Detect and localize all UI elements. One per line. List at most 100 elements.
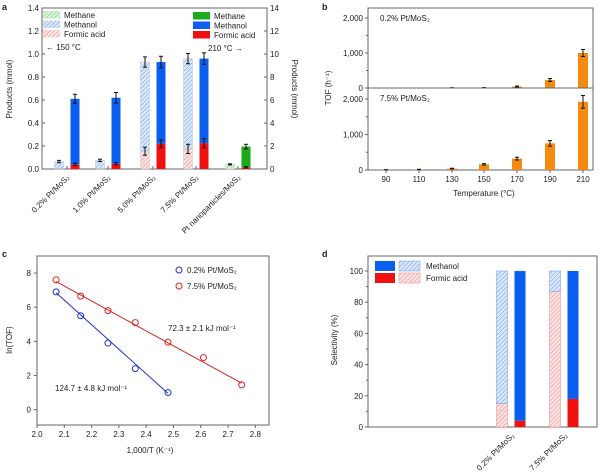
c-xtick-label: 2.0 [31,430,43,439]
d-bar-solid-formic [567,398,579,427]
a-ytick-label-left: 0.0 [28,165,40,174]
c-data-point [199,354,207,362]
panel-label-c: c [2,249,7,259]
d-bar-solid-formic [514,420,526,427]
c-xtick-label: 2.6 [195,430,207,439]
d-ytick-label: 20 [354,392,363,401]
a-bar-hi-formic_acid [199,143,209,169]
c-data-point [164,338,172,346]
c-ytick-label: 4 [27,337,32,346]
a-legend-swatch-solid [193,12,210,20]
d-legend-label: Methanol [426,262,459,271]
a-legend-swatch-hatched [43,30,60,38]
b-xtick-label: 190 [543,175,557,184]
a-ytick-label-left: 0.6 [28,96,40,105]
d-legend-swatch-hatched [398,272,421,284]
a-ytick-label-left: 1.4 [28,4,40,13]
a-bar-hi-methanol [199,58,209,144]
c-ytick-label: 0 [27,406,32,415]
a-ytick-label-left: 0.8 [28,73,40,82]
b-xtick-label: 210 [576,175,590,184]
d-bar-hatched-formic [496,403,508,428]
c-data-point [77,312,85,320]
c-annotation-0.2: 124.7 ± 4.8 kJ mol⁻¹ [55,384,128,393]
b-subpanel-label: 7.5% Pt/MoS₂ [380,94,430,103]
b-bar [578,101,588,170]
a-xtick-label: 1.0% Pt/MoS₂ [71,173,113,215]
b-ytick-label: 2,000 [343,14,364,23]
c-ytick-label: 6 [27,303,32,312]
b-bar [578,53,588,88]
c-data-point [52,276,60,284]
b-xtick-label: 130 [445,175,459,184]
panel-label-d: d [322,249,328,259]
c-xtick-label: 2.1 [59,430,71,439]
panel-label-a: a [2,2,8,12]
a-ytick-label-right: 6 [270,96,275,105]
b-xtick-label: 110 [413,175,426,184]
a-legend-label-left: Methanol [64,21,97,30]
c-legend-marker [175,266,183,274]
b-xtick-label: 150 [477,175,491,184]
a-legend-swatch-solid [193,21,210,29]
d-ylabel: Selectivity (%) [330,314,339,365]
b-xtick-label: 90 [382,175,391,184]
c-data-point [238,381,246,389]
c-data-point [131,319,139,327]
b-ytick-label: 2,000 [343,95,364,104]
c-data-point [52,288,60,296]
c-annotation-7.5: 72.3 ± 2.1 kJ mol⁻¹ [168,324,236,333]
b-subpanel-label: 0.2% Pt/MoS₂ [380,14,430,23]
d-ytick-label: 40 [354,361,363,370]
b-bar [512,158,522,170]
a-bar-hi-formic_acid [70,164,80,169]
b-ytick-label: 1,000 [343,49,364,58]
c-xtick-label: 2.4 [141,430,153,439]
a-ytick-label-right: 10 [270,50,279,59]
d-legend-swatch-solid [375,273,395,283]
a-bar-lo-methanol [183,58,193,150]
a-bar-hi-methanol [111,97,121,164]
d-bar-hatched-methanol [549,270,561,292]
c-data-point [104,339,112,347]
b-ytick-label: 1,000 [343,131,364,140]
c-legend-label: 7.5% Pt/MoS₂ [187,282,237,291]
c-xlabel: 1,000/T (K⁻¹) [127,446,174,455]
a-ytick-label-right: 2 [270,142,275,151]
c-fit-line [55,292,169,394]
panel-c-axes [36,255,270,426]
a-ytick-label-right: 12 [270,27,279,36]
a-bar-hi-methanol [156,62,166,144]
c-xtick-label: 2.3 [113,430,125,439]
a-bar-hi-methanol [70,98,80,165]
a-ylabel-left: Products (mmol) [5,59,14,118]
b-xtick-label: 170 [510,175,524,184]
c-ytick-label: 2 [27,371,32,380]
d-legend-swatch-hatched [398,260,421,272]
b-bar [545,143,555,170]
panel-d-axes [367,255,598,428]
a-ytick-label-right: 8 [270,73,275,82]
a-bar-hi-formic_acid [156,143,166,169]
a-bar-hi-formic_acid [111,163,121,169]
d-bar-hatched-formic [549,291,561,428]
b-bar [545,79,555,88]
a-ytick-label-right: 4 [270,119,275,128]
c-fit-line [55,281,242,384]
c-legend-label: 0.2% Pt/MoS₂ [187,266,237,275]
c-data-point [77,292,85,300]
b-xlabel: Temperature (°C) [453,189,515,198]
b-ytick-label: 0 [359,166,364,175]
a-ytick-label-left: 0.2 [28,142,40,151]
a-bar-hi-methane [241,146,251,168]
d-legend-label: Formic acid [426,274,467,283]
c-legend-marker [175,282,183,290]
d-ytick-label: 0 [359,423,364,432]
a-legend-note-210C: 210 °C → [208,44,243,53]
c-xtick-label: 2.2 [86,430,98,439]
a-legend-swatch-solid [193,31,210,39]
d-xtick-label: 7.5% Pt/MoS₂ [528,431,570,473]
a-ytick-label-left: 0.4 [28,119,40,128]
